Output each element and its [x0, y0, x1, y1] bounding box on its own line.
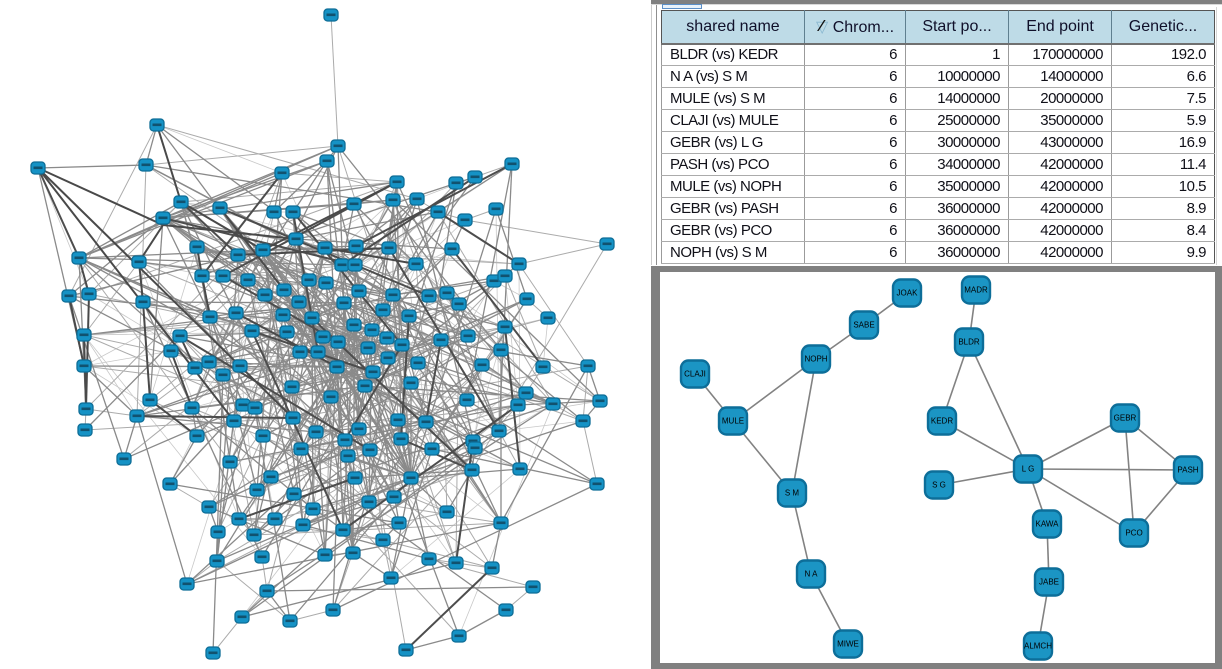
- svg-text:N A: N A: [805, 570, 819, 579]
- svg-text:BLDR: BLDR: [958, 338, 980, 347]
- svg-text:SABE: SABE: [853, 321, 874, 330]
- svg-text:L G: L G: [1022, 465, 1035, 474]
- svg-text:S G: S G: [932, 481, 946, 490]
- svg-text:ALMCH: ALMCH: [1024, 642, 1052, 651]
- svg-text:S M: S M: [785, 489, 800, 498]
- svg-text:MULE: MULE: [722, 417, 744, 426]
- svg-text:PCO: PCO: [1125, 529, 1142, 538]
- svg-text:KEDR: KEDR: [931, 417, 953, 426]
- svg-text:GEBR: GEBR: [1114, 414, 1137, 423]
- svg-text:MADR: MADR: [964, 286, 988, 295]
- svg-text:JABE: JABE: [1039, 578, 1059, 587]
- svg-text:JOAK: JOAK: [897, 289, 919, 298]
- svg-text:NOPH: NOPH: [804, 355, 827, 364]
- svg-text:KAWA: KAWA: [1036, 520, 1060, 529]
- svg-text:MIWE: MIWE: [837, 640, 859, 649]
- svg-text:PASH: PASH: [1177, 466, 1198, 475]
- svg-text:CLAJI: CLAJI: [684, 370, 706, 379]
